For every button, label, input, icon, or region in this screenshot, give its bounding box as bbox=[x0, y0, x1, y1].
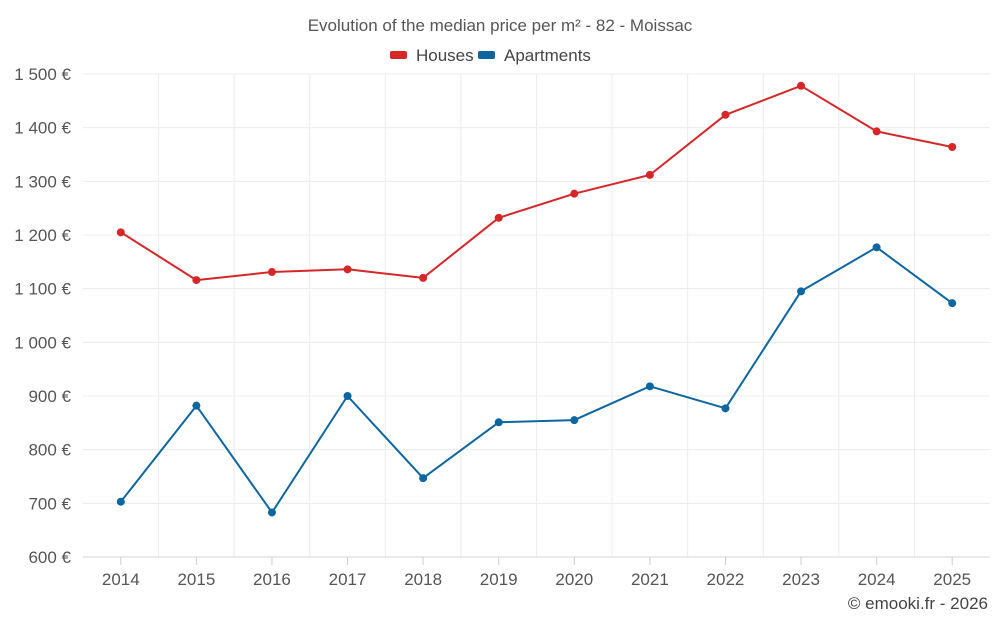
data-point-apartments[interactable] bbox=[343, 392, 352, 400]
y-tick-label: 1 200 € bbox=[14, 226, 71, 245]
x-tick-label: 2020 bbox=[555, 570, 593, 589]
data-point-apartments[interactable] bbox=[570, 416, 579, 425]
legend-swatch-houses bbox=[390, 51, 407, 59]
y-tick-label: 800 € bbox=[28, 441, 71, 460]
legend-label-houses[interactable]: Houses bbox=[416, 46, 474, 65]
y-tick-label: 1 100 € bbox=[14, 280, 71, 299]
x-tick-label: 2023 bbox=[782, 570, 820, 589]
data-point-houses[interactable] bbox=[570, 189, 579, 198]
x-tick-label: 2021 bbox=[631, 570, 669, 589]
data-point-houses[interactable] bbox=[721, 110, 730, 119]
data-point-apartments[interactable] bbox=[948, 299, 957, 308]
x-tick-label: 2019 bbox=[480, 570, 518, 589]
x-tick-label: 2017 bbox=[329, 570, 367, 589]
x-tick-label: 2016 bbox=[253, 570, 291, 589]
legend-label-apartments[interactable]: Apartments bbox=[504, 46, 591, 65]
data-point-apartments[interactable] bbox=[494, 418, 503, 427]
data-point-houses[interactable] bbox=[797, 81, 806, 90]
y-tick-label: 600 € bbox=[28, 548, 71, 567]
data-point-apartments[interactable] bbox=[419, 474, 428, 483]
x-tick-label: 2015 bbox=[177, 570, 215, 589]
x-tick-label: 2014 bbox=[102, 570, 140, 589]
data-point-houses[interactable] bbox=[267, 268, 276, 277]
y-tick-label: 1 400 € bbox=[14, 119, 71, 138]
data-point-houses[interactable] bbox=[948, 142, 957, 151]
data-point-apartments[interactable] bbox=[116, 497, 125, 506]
chart-title: Evolution of the median price per m² - 8… bbox=[308, 16, 693, 35]
y-tick-label: 1 000 € bbox=[14, 333, 71, 352]
data-point-apartments[interactable] bbox=[192, 401, 201, 410]
data-point-apartments[interactable] bbox=[797, 287, 806, 296]
data-point-houses[interactable] bbox=[419, 273, 428, 282]
data-point-houses[interactable] bbox=[343, 265, 352, 274]
y-tick-label: 1 500 € bbox=[14, 65, 71, 84]
x-tick-label: 2024 bbox=[858, 570, 896, 589]
y-tick-label: 700 € bbox=[28, 494, 71, 513]
y-tick-label: 900 € bbox=[28, 387, 71, 406]
data-point-apartments[interactable] bbox=[721, 404, 730, 413]
data-point-houses[interactable] bbox=[494, 213, 503, 222]
credit-text: © emooki.fr - 2026 bbox=[848, 594, 988, 613]
x-tick-label: 2022 bbox=[707, 570, 745, 589]
grid-lines bbox=[83, 73, 990, 557]
x-axis: 2014 2015 2016 2017 2018 2019 2020 2021 2022 2023… bbox=[83, 556, 990, 589]
data-point-apartments[interactable] bbox=[267, 508, 276, 517]
legend: Houses Apartments bbox=[390, 46, 591, 65]
data-point-houses[interactable] bbox=[872, 127, 881, 136]
series-line-apartments bbox=[120, 246, 953, 514]
data-point-houses[interactable] bbox=[192, 276, 201, 285]
data-point-apartments[interactable] bbox=[872, 243, 881, 252]
data-point-houses[interactable] bbox=[116, 228, 125, 237]
series-line-houses bbox=[120, 84, 953, 282]
y-tick-label: 1 300 € bbox=[14, 172, 71, 191]
series-group bbox=[116, 81, 957, 517]
data-point-apartments[interactable] bbox=[645, 382, 654, 391]
y-axis: 600 € 700 € 800 € 900 € 1 000 € 1 100 € 1 200 … bbox=[14, 65, 71, 567]
x-tick-label: 2018 bbox=[404, 570, 442, 589]
x-tick-label: 2025 bbox=[933, 570, 971, 589]
legend-swatch-apartments bbox=[478, 51, 495, 59]
data-point-houses[interactable] bbox=[645, 170, 654, 179]
